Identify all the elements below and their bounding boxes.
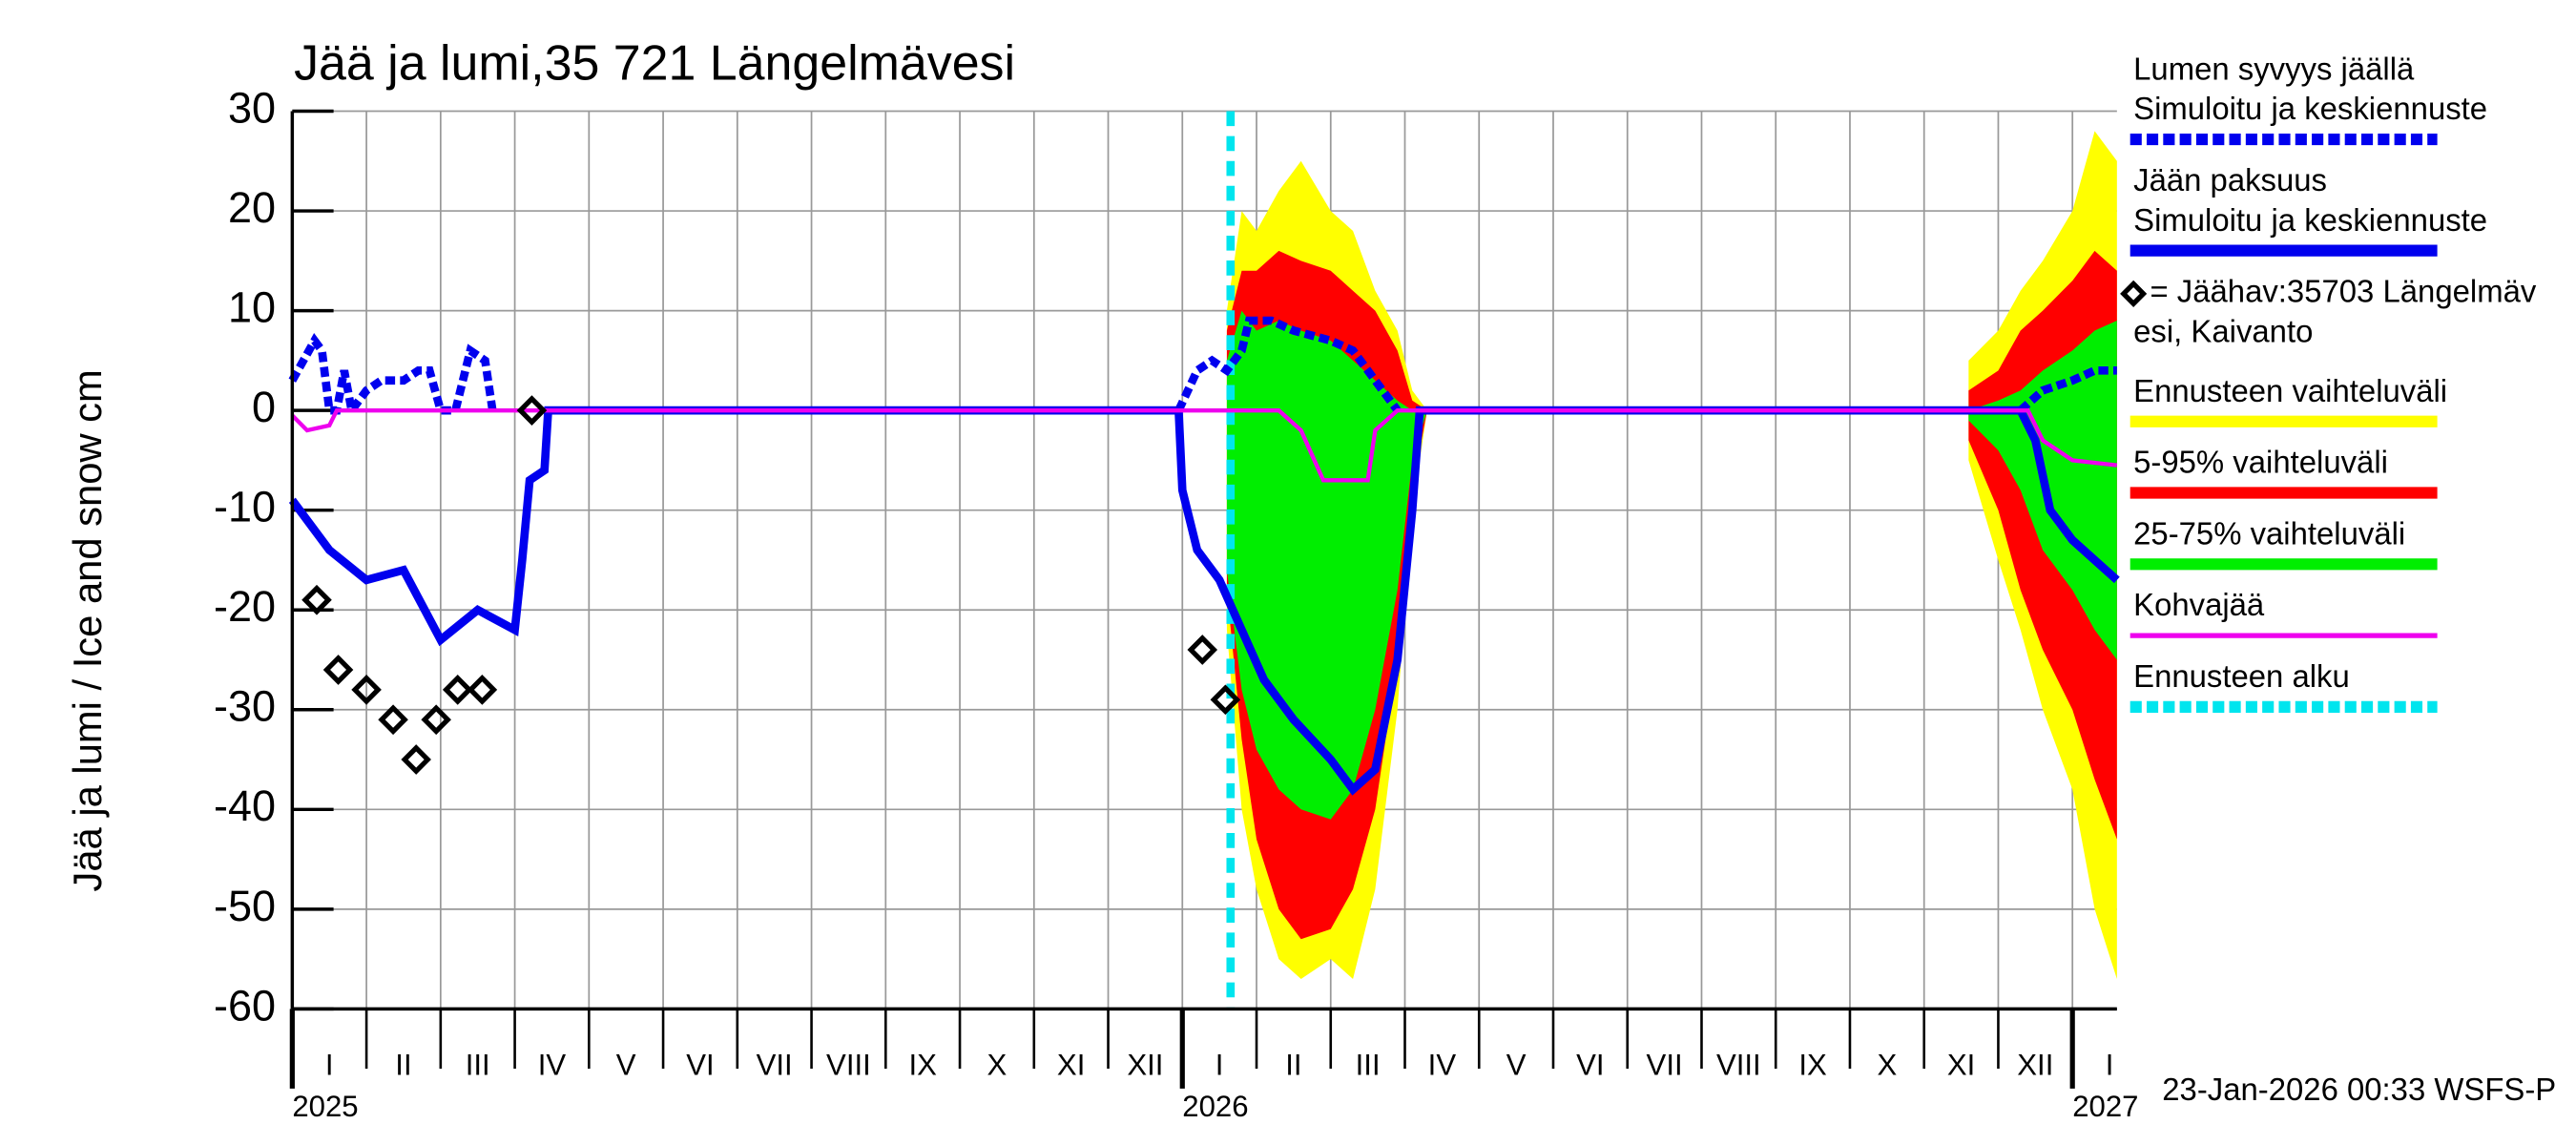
observation	[1187, 635, 1218, 665]
series-line	[288, 316, 2117, 421]
year-label: 2025	[292, 1090, 358, 1123]
x-tick-label: XI	[1947, 1048, 1975, 1081]
legend-label: 5-95% vaihteluväli	[2133, 445, 2388, 480]
observation	[421, 704, 451, 736]
x-tick-label: IV	[1428, 1048, 1457, 1081]
observation	[467, 674, 498, 705]
x-tick-label: VIII	[826, 1048, 871, 1081]
x-tick-label: VI	[1576, 1048, 1604, 1081]
legend-label: Kohvajää	[2133, 587, 2265, 622]
y-tick-label: -10	[214, 483, 276, 531]
y-tick-label: -50	[214, 882, 276, 930]
x-tick-label: I	[325, 1048, 334, 1081]
legend-label: Lumen syvyys jäällä	[2133, 51, 2415, 86]
legend-label: esi, Kaivanto	[2133, 313, 2313, 348]
legend-label: Ennusteen vaihteluväli	[2133, 373, 2447, 408]
y-tick-label: 10	[228, 282, 276, 331]
x-tick-label: IX	[1798, 1048, 1827, 1081]
legend-label: Jään paksuus	[2133, 162, 2327, 198]
x-tick-label: III	[466, 1048, 490, 1081]
y-tick-label: 20	[228, 183, 276, 232]
series-line	[288, 406, 2120, 796]
x-tick-label: VII	[1647, 1048, 1683, 1081]
observation	[322, 655, 354, 685]
y-axis-label: Jää ja lumi / Ice and snow cm	[65, 369, 110, 891]
x-tick-label: XI	[1057, 1048, 1085, 1081]
year-label: 2026	[1182, 1090, 1248, 1123]
observation	[516, 395, 548, 427]
x-tick-label: IX	[908, 1048, 937, 1081]
x-tick-label: IV	[538, 1048, 567, 1081]
forecast-band	[1226, 310, 2117, 820]
legend-label: Simuloitu ja keskiennuste	[2133, 202, 2487, 238]
legend-label: = Jäähav:35703 Längelmäv	[2150, 273, 2536, 308]
x-tick-label: XII	[1127, 1048, 1163, 1081]
legend-label: Ennusteen alku	[2133, 658, 2350, 694]
y-tick-label: -40	[214, 781, 276, 830]
x-tick-label: XII	[2017, 1048, 2053, 1081]
x-tick-label: VII	[757, 1048, 793, 1081]
legend-label: Simuloitu ja keskiennuste	[2133, 91, 2487, 126]
x-tick-label: II	[395, 1048, 411, 1081]
y-tick-label: -20	[214, 582, 276, 631]
observation	[301, 584, 332, 615]
x-tick-label: VI	[686, 1048, 714, 1081]
legend-label: 25-75% vaihteluväli	[2133, 515, 2405, 551]
y-tick-label: -60	[214, 981, 276, 1030]
x-tick-label: X	[987, 1048, 1008, 1081]
forecast-band	[1226, 250, 2117, 940]
y-tick-label: 30	[228, 83, 276, 132]
x-tick-label: I	[1215, 1048, 1224, 1081]
observation	[442, 674, 473, 705]
footer: 23-Jan-2026 00:33 WSFS-P	[2162, 1072, 2556, 1107]
x-tick-label: V	[616, 1048, 636, 1081]
series-line	[290, 407, 2118, 483]
x-tick-label: I	[2106, 1048, 2114, 1081]
chart-title: Jää ja lumi,35 721 Längelmävesi	[294, 35, 1015, 91]
observation	[378, 704, 408, 736]
year-label: 2027	[2072, 1090, 2138, 1123]
legend-symbol	[2120, 280, 2148, 307]
x-tick-label: III	[1356, 1048, 1381, 1081]
observation	[401, 744, 431, 775]
x-tick-label: V	[1506, 1048, 1527, 1081]
x-tick-label: II	[1285, 1048, 1301, 1081]
x-tick-label: VIII	[1716, 1048, 1761, 1081]
y-tick-label: -30	[214, 682, 276, 731]
observation	[351, 674, 382, 705]
y-tick-label: 0	[252, 383, 276, 431]
observation	[1210, 684, 1241, 716]
x-tick-label: X	[1877, 1048, 1897, 1081]
